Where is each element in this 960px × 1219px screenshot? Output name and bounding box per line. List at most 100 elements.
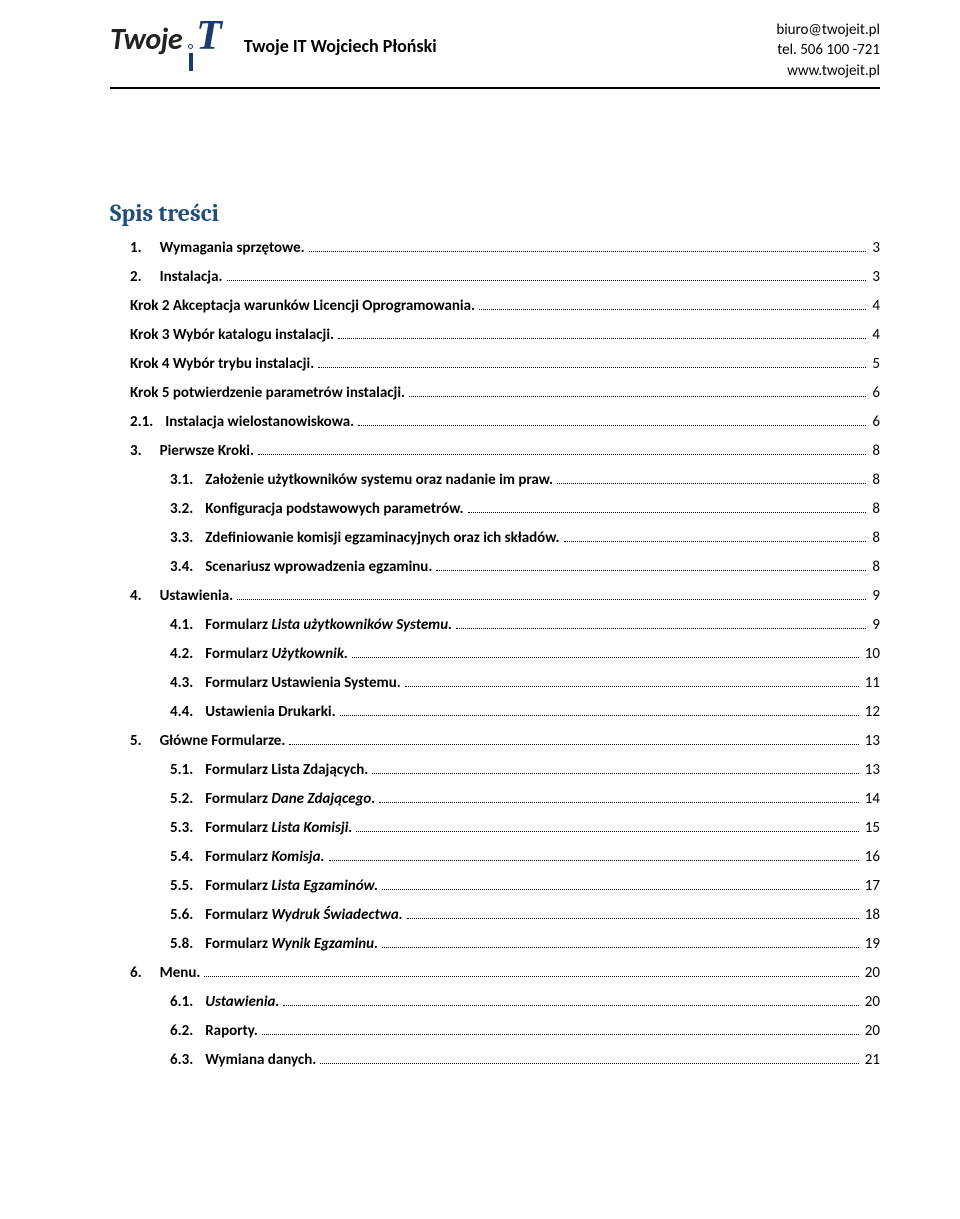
toc-entry[interactable]: 2.1.Instalacja wielostanowiskowa.6 bbox=[110, 413, 880, 431]
toc-entry[interactable]: 6.Menu.20 bbox=[110, 964, 880, 982]
toc-entry[interactable]: 2.Instalacja.3 bbox=[110, 268, 880, 286]
toc-leader bbox=[258, 454, 866, 455]
company-logo: Twoje T bbox=[110, 20, 222, 71]
toc-entry-text: Instalacja. bbox=[160, 268, 223, 286]
toc-entry-page: 20 bbox=[863, 993, 880, 1011]
toc-entry-page: 14 bbox=[863, 790, 880, 808]
toc-entry-number: 5.1. bbox=[170, 761, 193, 779]
toc-entry-text: Krok 2 Akceptacja warunków Licencji Opro… bbox=[130, 297, 475, 315]
toc-entry-page: 13 bbox=[863, 761, 880, 779]
toc-entry-page: 3 bbox=[870, 268, 880, 286]
toc-leader bbox=[409, 396, 866, 397]
toc-leader bbox=[309, 251, 867, 252]
toc-leader bbox=[204, 976, 858, 977]
contact-web: www.twojeit.pl bbox=[776, 61, 880, 81]
toc-entry-page: 8 bbox=[870, 442, 880, 460]
toc-entry[interactable]: 3.Pierwsze Kroki.8 bbox=[110, 442, 880, 460]
toc-entry-text: Formularz Użytkownik. bbox=[205, 645, 348, 663]
toc-entry-text: Scenariusz wprowadzenia egzaminu. bbox=[205, 558, 432, 576]
toc-leader bbox=[289, 744, 858, 745]
toc-entry-number: 6.1. bbox=[170, 993, 193, 1011]
toc-leader bbox=[283, 1005, 858, 1006]
toc-entry-number: 4.2. bbox=[170, 645, 193, 663]
toc-entry-text: Formularz Wynik Egzaminu. bbox=[205, 935, 378, 953]
toc-leader bbox=[372, 773, 858, 774]
toc-entry[interactable]: 5.3.Formularz Lista Komisji.15 bbox=[110, 819, 880, 837]
toc-leader bbox=[379, 802, 858, 803]
toc-entry[interactable]: Krok 2 Akceptacja warunków Licencji Opro… bbox=[110, 297, 880, 315]
toc-entry[interactable]: Krok 3 Wybór katalogu instalacji.4 bbox=[110, 326, 880, 344]
toc-entry-text: Raporty. bbox=[205, 1022, 258, 1040]
toc-entry-text: Założenie użytkowników systemu oraz nada… bbox=[205, 471, 553, 489]
toc-entry-page: 4 bbox=[870, 326, 880, 344]
toc-entry[interactable]: Krok 5 potwierdzenie parametrów instalac… bbox=[110, 384, 880, 402]
toc-entry[interactable]: 3.2.Konfiguracja podstawowych parametrów… bbox=[110, 500, 880, 518]
toc-leader bbox=[564, 541, 867, 542]
toc-entry-page: 9 bbox=[870, 587, 880, 605]
toc-entry[interactable]: 4.Ustawienia.9 bbox=[110, 587, 880, 605]
toc-entry[interactable]: 5.8.Formularz Wynik Egzaminu.19 bbox=[110, 935, 880, 953]
toc-entry[interactable]: 4.2. Formularz Użytkownik. 10 bbox=[110, 645, 880, 663]
logo-text-twoje: Twoje bbox=[110, 21, 182, 58]
toc-entry-text: Instalacja wielostanowiskowa. bbox=[165, 413, 354, 431]
toc-entry[interactable]: 4.1. Formularz Lista użytkowników Systemu… bbox=[110, 616, 880, 634]
toc-entry-number: 4.3. bbox=[170, 674, 193, 692]
toc-entry[interactable]: 5.6.Formularz Wydruk Świadectwa.18 bbox=[110, 906, 880, 924]
toc-entry-number: 3.3. bbox=[170, 529, 193, 547]
toc-leader bbox=[358, 425, 866, 426]
toc-entry-text: Zdefiniowanie komisji egzaminacyjnych or… bbox=[205, 529, 559, 547]
toc-entry[interactable]: 4.3.Formularz Ustawienia Systemu.11 bbox=[110, 674, 880, 692]
toc-leader bbox=[468, 512, 867, 513]
toc-entry[interactable]: 3.1. Założenie użytkowników systemu oraz … bbox=[110, 471, 880, 489]
toc-entry-page: 6 bbox=[870, 384, 880, 402]
toc-entry-number: 4.1. bbox=[170, 616, 193, 634]
header-contact: biuro@twojeit.pl tel. 506 100 -721 www.t… bbox=[776, 20, 880, 81]
toc-entry[interactable]: 6.2. Raporty. 20 bbox=[110, 1022, 880, 1040]
contact-phone: tel. 506 100 -721 bbox=[776, 40, 880, 60]
toc-entry-number: 5.5. bbox=[170, 877, 193, 895]
toc-entry[interactable]: 5.4.Formularz Komisja.16 bbox=[110, 848, 880, 866]
toc-entry-number: 4.4. bbox=[170, 703, 193, 721]
toc-entry-text: Krok 4 Wybór trybu instalacji. bbox=[130, 355, 314, 373]
toc-entry-page: 17 bbox=[863, 877, 880, 895]
toc-leader bbox=[318, 367, 866, 368]
toc-leader bbox=[237, 599, 866, 600]
toc-entry[interactable]: 5.Główne Formularze.13 bbox=[110, 732, 880, 750]
toc-entry[interactable]: 1.Wymagania sprzętowe.3 bbox=[110, 239, 880, 257]
toc-entry[interactable]: 4.4.Ustawienia Drukarki.12 bbox=[110, 703, 880, 721]
toc-entry-page: 19 bbox=[863, 935, 880, 953]
toc-entry-page: 4 bbox=[870, 297, 880, 315]
toc-entry-page: 18 bbox=[863, 906, 880, 924]
toc-entry-text: Ustawienia. bbox=[160, 587, 234, 605]
toc-entry[interactable]: 5.1.Formularz Lista Zdających.13 bbox=[110, 761, 880, 779]
toc-entry-page: 6 bbox=[870, 413, 880, 431]
toc-entry-number: 5.3. bbox=[170, 819, 193, 837]
document-page: Twoje T Twoje IT Wojciech Płoński biuro@… bbox=[0, 0, 960, 1120]
toc-entry-page: 15 bbox=[863, 819, 880, 837]
toc-entry[interactable]: 5.5.Formularz Lista Egzaminów.17 bbox=[110, 877, 880, 895]
toc-entry-page: 13 bbox=[863, 732, 880, 750]
toc-entry[interactable]: 6.3.Wymiana danych.21 bbox=[110, 1051, 880, 1069]
toc-entry-page: 10 bbox=[863, 645, 880, 663]
toc-entry[interactable]: 3.3. Zdefiniowanie komisji egzaminacyjnyc… bbox=[110, 529, 880, 547]
toc-entry-number: 5.4. bbox=[170, 848, 193, 866]
toc-entry-text: Formularz Komisja. bbox=[205, 848, 324, 866]
toc-entry-number: 6.2. bbox=[170, 1022, 193, 1040]
toc-entry-number: 3. bbox=[130, 442, 142, 460]
toc-entry-page: 9 bbox=[870, 616, 880, 634]
toc-entry[interactable]: 6.1.Ustawienia.20 bbox=[110, 993, 880, 1011]
toc-entry-number: 3.2. bbox=[170, 500, 193, 518]
toc-title: Spis treści bbox=[110, 199, 880, 227]
toc-leader bbox=[382, 947, 859, 948]
page-header: Twoje T Twoje IT Wojciech Płoński biuro@… bbox=[110, 20, 880, 89]
toc-entry-text: Menu. bbox=[160, 964, 201, 982]
toc-entry[interactable]: 3.4.Scenariusz wprowadzenia egzaminu.8 bbox=[110, 558, 880, 576]
toc-entry-page: 20 bbox=[863, 964, 880, 982]
toc-entry-text: Formularz Ustawienia Systemu. bbox=[205, 674, 401, 692]
toc-entry[interactable]: 5.2.Formularz Dane Zdającego.14 bbox=[110, 790, 880, 808]
toc-entry-page: 20 bbox=[863, 1022, 880, 1040]
logo-text-t: T bbox=[196, 20, 222, 54]
toc-entry-number: 3.1. bbox=[170, 471, 193, 489]
toc-entry-text: Formularz Lista użytkowników Systemu. bbox=[205, 616, 452, 634]
toc-entry[interactable]: Krok 4 Wybór trybu instalacji.5 bbox=[110, 355, 880, 373]
